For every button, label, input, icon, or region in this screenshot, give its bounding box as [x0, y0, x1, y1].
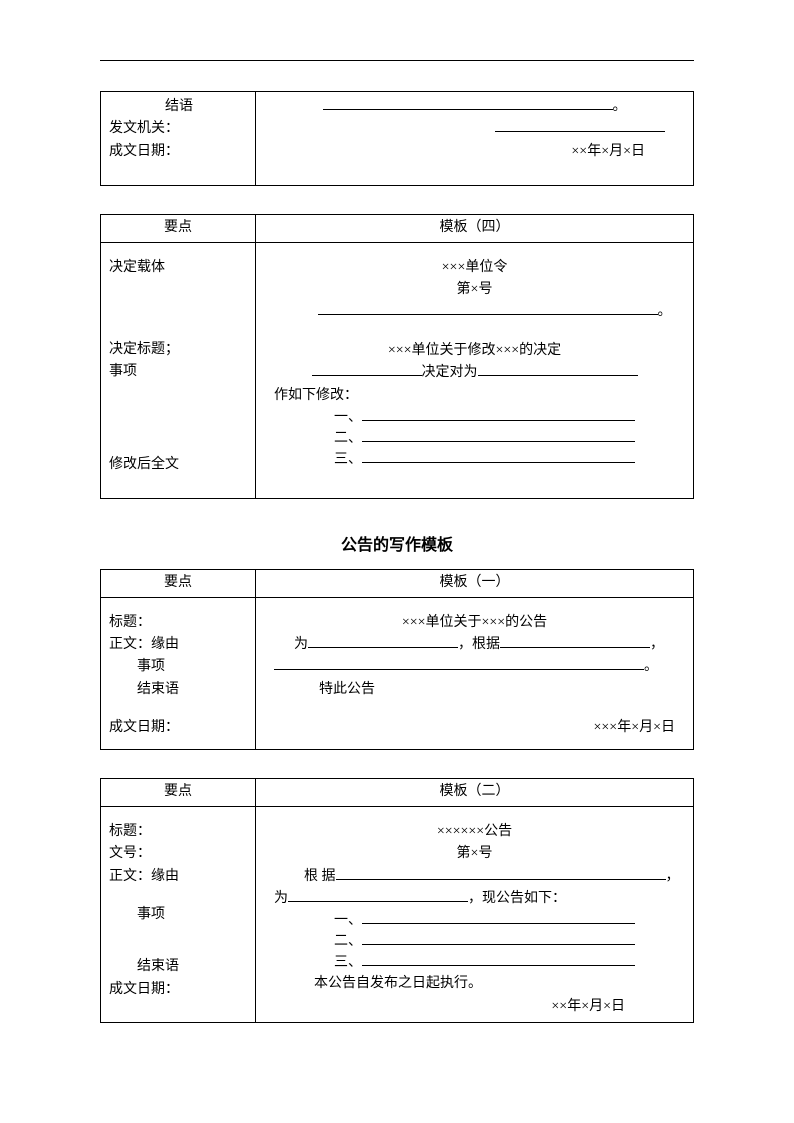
t1-l1: 结语: [109, 96, 247, 118]
t1-right: 。 ××年×月×日: [256, 92, 694, 186]
t2-n3: 三、: [334, 449, 362, 470]
t2-line2: [362, 428, 635, 442]
t3-genju: ，根据: [458, 637, 500, 652]
t1-left: 结语 发文机关： 成文日期：: [101, 92, 256, 186]
t2-n1: 一、: [334, 407, 362, 428]
t3-blank2: [500, 647, 650, 648]
t2-l3: 事项: [109, 361, 247, 383]
t2-line1: [362, 407, 635, 421]
t4-wei: 为: [274, 891, 288, 906]
t2-h-right: 模板（四）: [256, 215, 694, 242]
t1-blank2: [495, 131, 665, 132]
t3-title: ×××单位关于×××的公告: [264, 612, 685, 634]
section-title: 公告的写作模板: [100, 531, 694, 555]
t2-l2: 决定标题；: [109, 339, 247, 361]
t2-left: 决定载体 决定标题； 事项 修改后全文: [101, 242, 256, 499]
t4-line3: [362, 952, 635, 966]
t4-n2: 二、: [334, 931, 362, 952]
t1-l2: 发文机关：: [109, 118, 247, 140]
t3-wei: 为: [294, 637, 308, 652]
t4-l6: 成文日期：: [109, 979, 247, 1001]
t3-blank1: [308, 647, 458, 648]
t4-left: 标题： 文号： 正文：缘由 事项 结束语 成文日期：: [101, 806, 256, 1022]
t2-n2: 二、: [334, 428, 362, 449]
table-2: 要点 模板（四） 决定载体 决定标题； 事项 修改后全文 ×××单位令 第×号 …: [100, 214, 694, 499]
t2-decide-for: 决定对为: [422, 365, 478, 380]
t4-date: ××年×月×日: [264, 996, 685, 1018]
t4-title: ××××××公告: [264, 821, 685, 843]
t3-l5: 成文日期：: [109, 717, 247, 739]
t4-h-right: 模板（二）: [256, 779, 694, 806]
t3-date: ×××年×月×日: [264, 717, 685, 739]
t4-l2: 文号：: [109, 843, 247, 865]
t2-blank2: [312, 375, 422, 376]
t3-blank3: [274, 669, 644, 670]
t4-line1: [362, 910, 635, 924]
t4-right: ××××××公告 第×号 根 据， 为，现公告如下： 一、 二、 三、 本公告自…: [256, 806, 694, 1022]
t2-l4: 修改后全文: [109, 454, 247, 476]
t4-announce: ，现公告如下：: [468, 891, 566, 906]
t4-line2: [362, 931, 635, 945]
t4-h-left: 要点: [101, 779, 256, 806]
t3-hereby: 特此公告: [264, 679, 685, 701]
t3-h-left: 要点: [101, 570, 256, 597]
t3-l2: 正文：缘由: [109, 634, 247, 656]
t3-l1: 标题：: [109, 612, 247, 634]
t3-l4: 结束语: [109, 679, 247, 701]
t2-as-follows: 作如下修改：: [264, 385, 685, 407]
t2-line3: [362, 449, 635, 463]
t4-l4: 事项: [109, 904, 247, 926]
t4-l1: 标题：: [109, 821, 247, 843]
top-divider: [100, 60, 694, 61]
t1-blank1: [323, 96, 613, 110]
t4-l5: 结束语: [109, 956, 247, 978]
table-3: 要点 模板（一） 标题： 正文：缘由 事项 结束语 成文日期： ×××单位关于×…: [100, 569, 694, 750]
t3-right: ×××单位关于×××的公告 为，根据， 。 特此公告 ×××年×月×日: [256, 597, 694, 750]
t4-n3: 三、: [334, 952, 362, 973]
t4-l3: 正文：缘由: [109, 866, 247, 888]
t4-execute: 本公告自发布之日起执行。: [264, 973, 685, 995]
t4-blank2: [288, 901, 468, 902]
t2-h-left: 要点: [101, 215, 256, 242]
t4-number: 第×号: [264, 843, 685, 865]
t3-left: 标题： 正文：缘由 事项 结束语 成文日期：: [101, 597, 256, 750]
t2-number: 第×号: [264, 279, 685, 301]
table-4: 要点 模板（二） 标题： 文号： 正文：缘由 事项 结束语 成文日期： ××××…: [100, 778, 694, 1023]
t1-date: ××年×月×日: [264, 141, 685, 163]
t4-genju: 根 据: [304, 869, 336, 884]
t2-blank1: [318, 314, 658, 315]
t3-l3: 事项: [109, 656, 247, 678]
t4-blank1: [336, 879, 666, 880]
t2-l1: 决定载体: [109, 257, 247, 279]
t2-unit-order: ×××单位令: [264, 257, 685, 279]
t1-l3: 成文日期：: [109, 141, 247, 163]
t2-blank3: [478, 375, 638, 376]
t2-right: ×××单位令 第×号 。 ×××单位关于修改×××的决定 决定对为 作如下修改：…: [256, 242, 694, 499]
t2-decision-title: ×××单位关于修改×××的决定: [264, 340, 685, 362]
t4-n1: 一、: [334, 910, 362, 931]
t3-h-right: 模板（一）: [256, 570, 694, 597]
table-1: 结语 发文机关： 成文日期： 。 ××年×月×日: [100, 91, 694, 186]
